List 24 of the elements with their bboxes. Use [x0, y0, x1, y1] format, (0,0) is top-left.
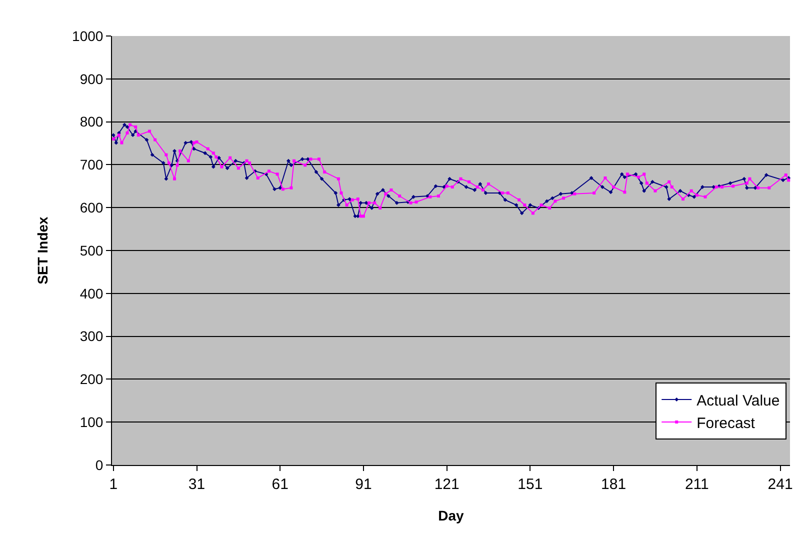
x-tick-label: 61: [272, 476, 288, 493]
x-axis-title: Day: [438, 507, 464, 524]
x-tick-label: 211: [684, 476, 709, 493]
y-tick-label: 1000: [72, 28, 104, 44]
legend-label: Forecast: [696, 414, 756, 432]
y-tick-label: 700: [80, 156, 104, 173]
y-tick-label: 600: [80, 200, 104, 216]
y-tick-label: 800: [80, 114, 104, 130]
y-tick-label: 500: [80, 242, 104, 258]
x-tick-label: 31: [188, 476, 206, 493]
x-tick-label: 241: [768, 476, 793, 493]
legend-label: Actual Value: [696, 392, 780, 410]
x-tick-label: 121: [434, 476, 460, 493]
y-tick-label: 400: [80, 285, 104, 302]
x-tick-label: 1: [109, 476, 118, 493]
y-axis-title: SET Index: [34, 216, 51, 284]
x-tick-label: 91: [355, 476, 372, 493]
x-tick-label: 151: [518, 476, 543, 493]
y-tick-label: 0: [95, 456, 104, 473]
x-tick-label: 181: [601, 476, 626, 493]
y-tick-label: 300: [80, 328, 104, 344]
y-tick-label: 200: [80, 371, 104, 388]
y-tick-label: 100: [80, 414, 104, 430]
y-tick-label: 900: [80, 70, 104, 87]
